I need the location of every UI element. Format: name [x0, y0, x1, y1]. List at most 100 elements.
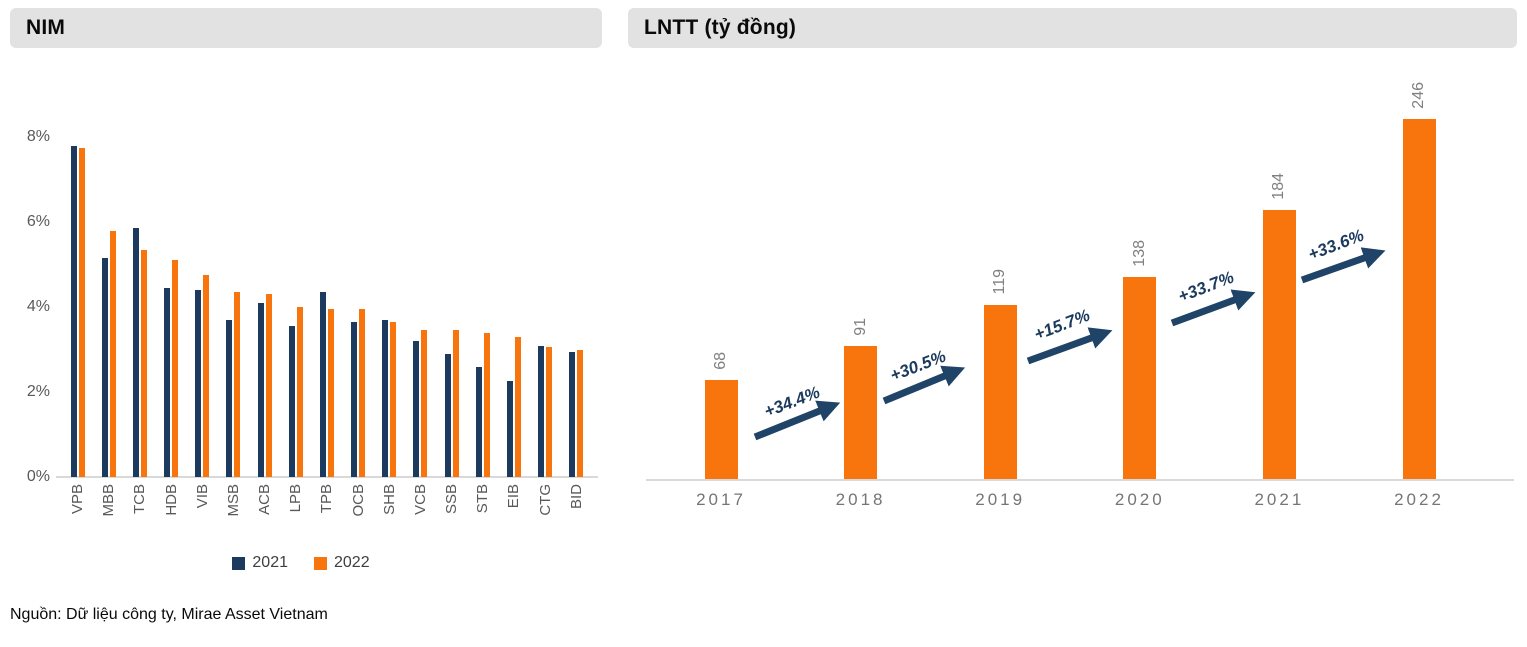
- nim-bar-2021: [351, 321, 358, 477]
- nim-bar-2022: [109, 230, 116, 477]
- nim-x-label-cell: LPB: [280, 484, 311, 540]
- nim-bar-2022: [390, 321, 397, 477]
- nim-bar-2021: [413, 341, 420, 477]
- nim-x-label: ACB: [256, 484, 274, 515]
- nim-bar-group: [311, 135, 342, 477]
- lntt-value-label: 68: [712, 351, 729, 370]
- nim-x-label: LPB: [287, 484, 305, 513]
- lntt-chart-title: LNTT (tỷ đồng): [644, 16, 797, 39]
- nim-x-label: TPB: [318, 484, 336, 514]
- growth-arrow-icon: [1170, 289, 1256, 327]
- lntt-year-label: 2017: [696, 490, 746, 509]
- nim-chart-header: NIM: [10, 8, 602, 48]
- nim-bar-group: [467, 135, 498, 477]
- legend-item-2021: 2021: [232, 554, 288, 572]
- nim-bar-2021: [538, 346, 545, 477]
- nim-bar-2022: [265, 294, 272, 477]
- nim-legend: 2021 2022: [0, 554, 602, 572]
- lntt-value-label: 246: [1410, 82, 1427, 110]
- nim-bar-2022: [514, 336, 521, 477]
- nim-bar-group: [93, 135, 124, 477]
- growth-arrow-label: +33.7%: [1175, 268, 1236, 307]
- lntt-value-label: 119: [991, 269, 1009, 295]
- nim-bar-group: [187, 135, 218, 477]
- nim-x-label: VIB: [193, 484, 211, 509]
- nim-x-label-cell: HDB: [156, 484, 187, 540]
- legend-item-2022: 2022: [314, 554, 370, 572]
- nim-bar-2021: [132, 228, 139, 477]
- nim-bar-2021: [257, 302, 264, 477]
- nim-x-label: BID: [567, 484, 585, 510]
- nim-bars-area: [62, 135, 592, 477]
- nim-x-label: TCB: [131, 484, 149, 514]
- nim-bar-2021: [195, 290, 202, 477]
- nim-x-label-cell: TPB: [311, 484, 342, 540]
- growth-arrow-icon: [1026, 327, 1113, 365]
- nim-x-label: STB: [474, 484, 492, 514]
- lntt-bar-2019: [983, 304, 1017, 479]
- lntt-year-label: 2019: [975, 490, 1026, 509]
- nim-bar-2022: [359, 309, 366, 477]
- nim-bar-group: [374, 135, 405, 477]
- lntt-value-label: 91: [851, 318, 869, 336]
- nim-bar-group: [124, 135, 155, 477]
- lntt-year-label: 2018: [835, 490, 886, 509]
- nim-bar-2021: [382, 319, 389, 477]
- nim-x-label-cell: OCB: [343, 484, 374, 540]
- legend-swatch-icon: [314, 556, 327, 570]
- nim-x-label: CTG: [536, 484, 554, 516]
- nim-x-label: MSB: [224, 484, 242, 517]
- nim-bar-group: [218, 135, 249, 477]
- nim-bar-2022: [546, 347, 553, 477]
- nim-x-label-cell: EIB: [498, 484, 529, 540]
- lntt-bar-2020: [1123, 277, 1157, 479]
- lntt-year-label: 2020: [1114, 490, 1165, 509]
- nim-bar-2021: [288, 326, 295, 477]
- nim-bar-2022: [172, 260, 179, 477]
- nim-bar-2022: [78, 147, 85, 477]
- lntt-chart-header: LNTT (tỷ đồng): [628, 8, 1517, 48]
- nim-bar-2022: [452, 330, 459, 477]
- nim-x-label-cell: STB: [467, 484, 498, 540]
- nim-bar-2021: [444, 353, 451, 477]
- lntt-x-axis-line: [646, 479, 1514, 481]
- growth-arrow-icon: [882, 365, 966, 405]
- nim-x-label: OCB: [349, 484, 367, 517]
- nim-bar-2022: [234, 292, 241, 477]
- nim-x-label-cell: VCB: [405, 484, 436, 540]
- nim-x-label-cell: VPB: [62, 484, 93, 540]
- nim-bar-2022: [327, 309, 334, 477]
- nim-bar-group: [280, 135, 311, 477]
- nim-x-label-cell: SHB: [374, 484, 405, 540]
- lntt-value-label: 138: [1130, 240, 1148, 268]
- nim-bar-2021: [101, 258, 108, 477]
- nim-bar-2021: [164, 287, 171, 477]
- nim-bar-group: [405, 135, 436, 477]
- growth-arrow-icon: [753, 400, 841, 441]
- lntt-year-label: 2021: [1254, 490, 1305, 509]
- lntt-bar-2017: [704, 379, 738, 479]
- growth-arrow-label: +33.6%: [1305, 226, 1366, 265]
- legend-swatch-icon: [232, 556, 246, 570]
- nim-bar-2021: [506, 381, 513, 477]
- nim-chart-title: NIM: [26, 16, 66, 39]
- nim-x-label: SSB: [443, 484, 461, 515]
- lntt-bar-2022: [1402, 119, 1436, 479]
- nim-bar-group: [343, 135, 374, 477]
- nim-x-axis-labels: VPB MBB TCB HDB VIB MSB ACB LPB TPB OCB SHB VCB SSB S…: [62, 484, 592, 540]
- nim-bar-group: [249, 135, 280, 477]
- nim-x-label-cell: TCB: [124, 484, 155, 540]
- source-note: Nguồn: Dữ liệu công ty, Mirae Asset Viet…: [10, 606, 328, 623]
- nim-bar-group: [62, 135, 93, 477]
- nim-bar-2021: [70, 145, 77, 477]
- nim-x-label-cell: CTG: [530, 484, 561, 540]
- nim-y-tick: 2%: [26, 383, 50, 400]
- nim-x-label: VPB: [69, 484, 87, 515]
- growth-arrow-icon: [1300, 247, 1386, 284]
- nim-x-label-cell: BID: [561, 484, 592, 540]
- nim-y-tick: 4%: [26, 298, 50, 315]
- lntt-bar-2018: [844, 345, 878, 479]
- nim-bar-2022: [577, 349, 584, 477]
- nim-y-tick: 8%: [26, 128, 50, 145]
